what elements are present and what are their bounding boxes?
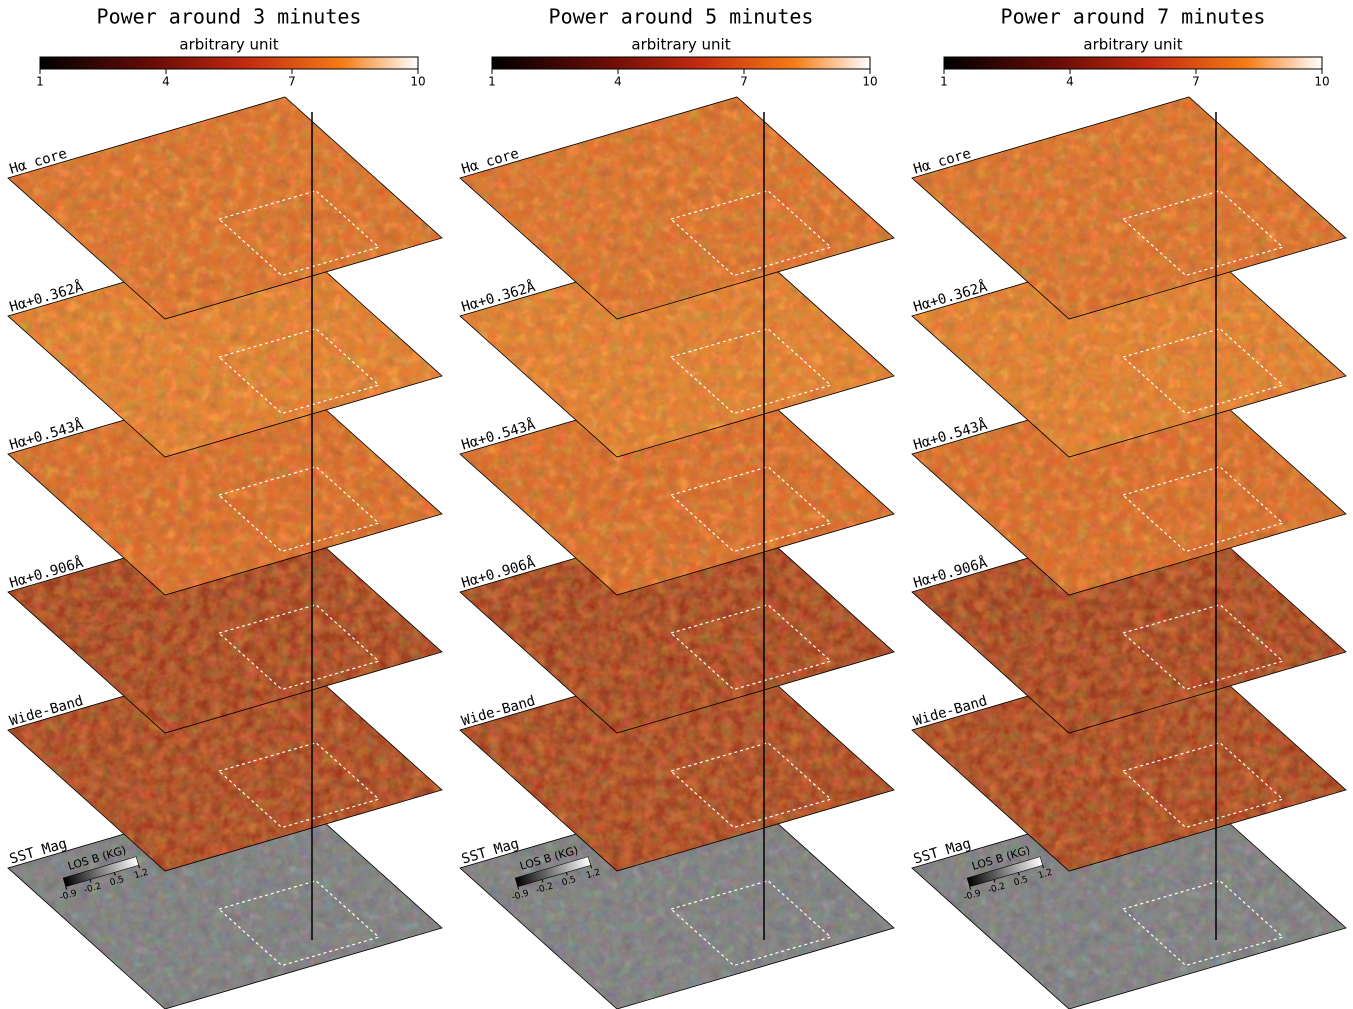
colorbar-label: arbitrary unit (1083, 36, 1182, 54)
colorbar-tick-label: 10 (862, 75, 877, 89)
colorbar (944, 57, 1322, 69)
colorbar-tick-label: 1 (940, 75, 948, 89)
colorbar-tick-label: 7 (740, 75, 748, 89)
colorbar-label: arbitrary unit (179, 36, 278, 54)
colorbar-tick-label: 10 (410, 75, 425, 89)
panel-title: Power around 5 minutes (549, 5, 814, 29)
colorbar-tick-label: 1 (36, 75, 44, 89)
colorbar-tick-label: 4 (162, 75, 170, 89)
colorbar-tick-label: 10 (1314, 75, 1329, 89)
panel-title: Power around 3 minutes (97, 5, 362, 29)
panel-title: Power around 7 minutes (1001, 5, 1266, 29)
colorbar-tick-label: 7 (288, 75, 296, 89)
colorbar-tick-label: 4 (614, 75, 622, 89)
colorbar-tick-label: 4 (1066, 75, 1074, 89)
colorbar-tick-label: 1 (488, 75, 496, 89)
figure: Power around 3 minutes arbitrary unit 1 4 7 1… (0, 0, 1353, 1009)
colorbar (492, 57, 870, 69)
colorbar-label: arbitrary unit (631, 36, 730, 54)
colorbar (40, 57, 418, 69)
colorbar-tick-label: 7 (1192, 75, 1200, 89)
